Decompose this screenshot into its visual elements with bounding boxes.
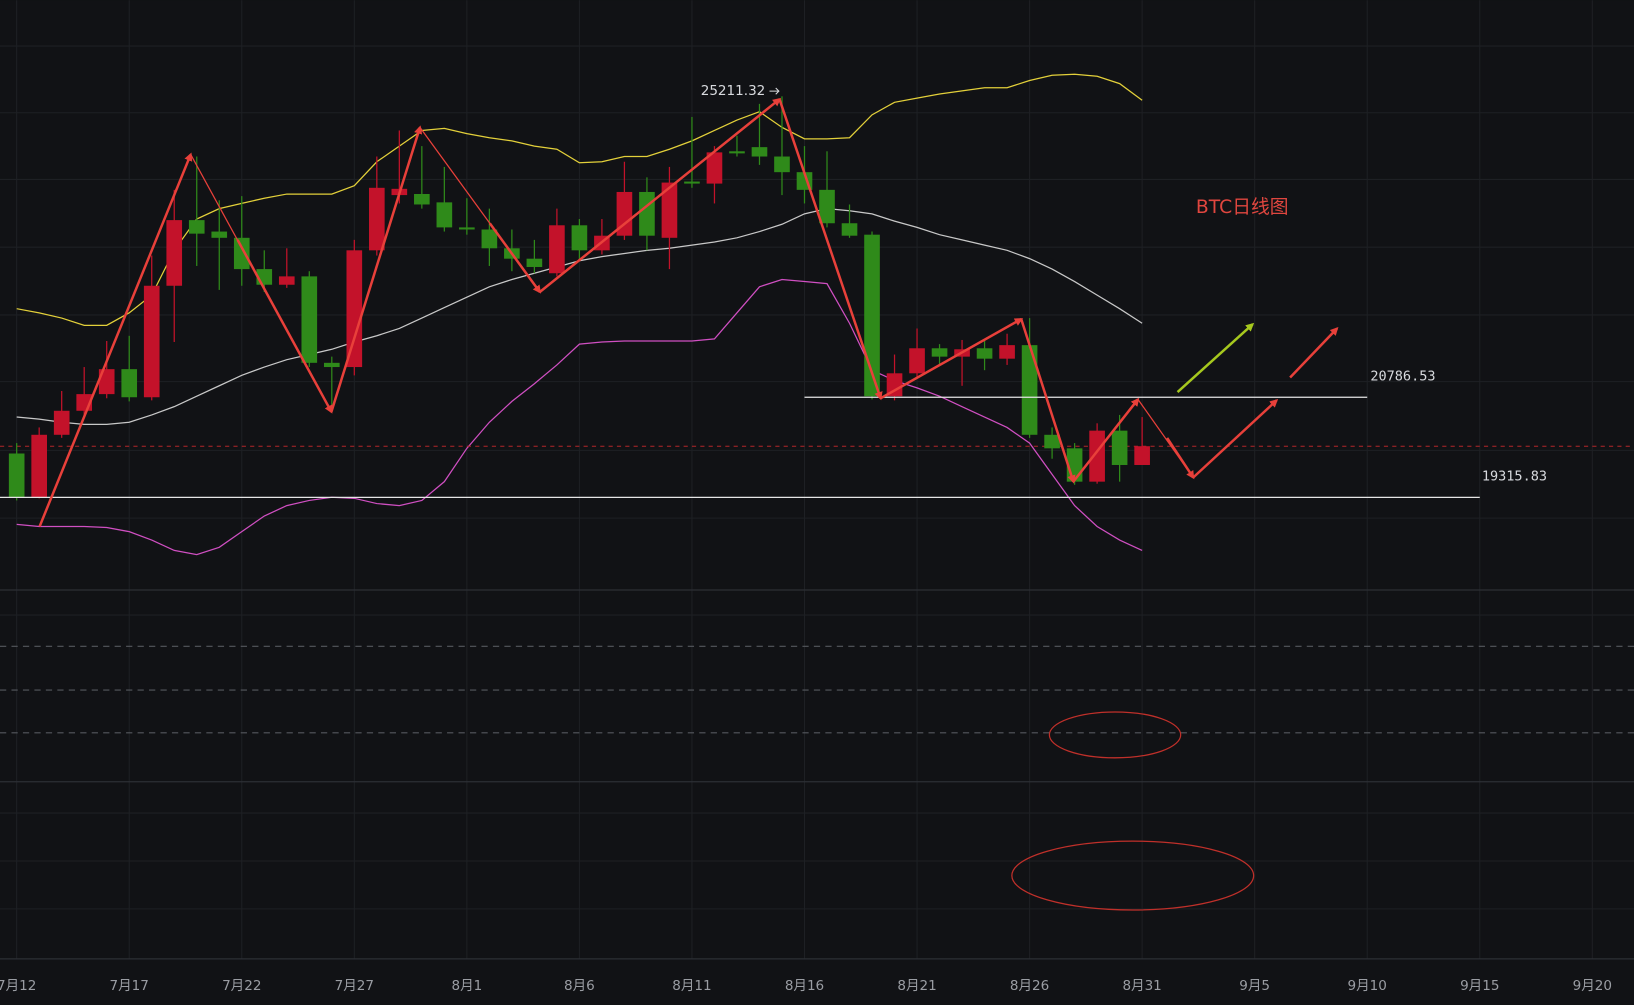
candle-body — [976, 348, 993, 359]
candle-body — [616, 191, 633, 236]
candle-body — [661, 182, 678, 238]
candle-body — [188, 220, 205, 234]
candle-body — [549, 225, 565, 274]
candle-body — [53, 410, 70, 435]
candle-body — [931, 348, 948, 357]
x-tick-label: 8月11 — [672, 978, 711, 994]
candle-body — [31, 434, 47, 498]
candle-body — [323, 362, 340, 368]
x-tick-label: 8月1 — [451, 978, 482, 994]
highlight-ellipse — [1011, 840, 1255, 911]
candle-body — [841, 223, 858, 236]
candle-body — [909, 348, 925, 374]
candle-body — [1021, 345, 1038, 435]
candle-body — [8, 453, 25, 498]
level-label: 19315.83 — [1482, 468, 1547, 484]
candle-body — [571, 225, 588, 251]
x-tick-label: 7月12 — [0, 978, 36, 994]
candle-body — [1111, 430, 1128, 465]
x-tick-label: 9月5 — [1239, 978, 1270, 994]
candle-body — [369, 187, 385, 251]
candle-body — [819, 189, 835, 224]
candle-body — [774, 156, 790, 173]
x-tick-label: 7月22 — [222, 978, 261, 994]
x-tick-label: 7月17 — [110, 978, 149, 994]
candle-body — [639, 191, 655, 236]
candle-body — [98, 369, 115, 395]
candle-body — [751, 147, 768, 157]
candle-body — [233, 237, 250, 270]
x-tick-label: 7月27 — [335, 978, 374, 994]
high-pointer — [769, 87, 780, 95]
highlight-ellipse — [1048, 711, 1182, 759]
candle-body — [414, 194, 430, 205]
candle-body — [459, 227, 475, 230]
candle-body — [1134, 446, 1150, 465]
candle-body — [346, 250, 363, 368]
candle-body — [121, 369, 138, 398]
x-tick-label: 9月10 — [1348, 978, 1387, 994]
candle-body — [166, 220, 183, 286]
candle-body — [301, 276, 318, 363]
candle-body — [1044, 434, 1060, 449]
level-label: 20786.53 — [1370, 368, 1435, 384]
x-tick-label: 8月31 — [1122, 978, 1161, 994]
x-tick-label: 8月26 — [1010, 978, 1049, 994]
candle-body — [864, 234, 880, 397]
candle-body — [436, 202, 453, 228]
candle-body — [706, 152, 723, 184]
candle-body — [211, 231, 228, 238]
annotation-arrows — [38, 97, 1339, 527]
candle-body — [1089, 430, 1105, 482]
candle-body — [278, 276, 295, 285]
candle-body — [526, 258, 543, 267]
candle-body — [143, 285, 160, 398]
candle-body — [684, 181, 700, 184]
x-tick-label: 8月6 — [564, 978, 595, 994]
chart-title: BTC日线图 — [1196, 196, 1289, 218]
x-tick-label: 8月16 — [785, 978, 824, 994]
candle-body — [729, 151, 745, 154]
x-tick-label: 9月15 — [1460, 978, 1499, 994]
candle-body — [481, 229, 498, 249]
high-label: 25211.32 — [701, 83, 766, 99]
candle-body — [886, 373, 903, 397]
band-line — [16, 278, 1143, 556]
x-tick-label: 8月21 — [897, 978, 936, 994]
candle-body — [999, 345, 1015, 359]
x-tick-label: 9月20 — [1573, 978, 1612, 994]
band-line — [16, 73, 1143, 326]
